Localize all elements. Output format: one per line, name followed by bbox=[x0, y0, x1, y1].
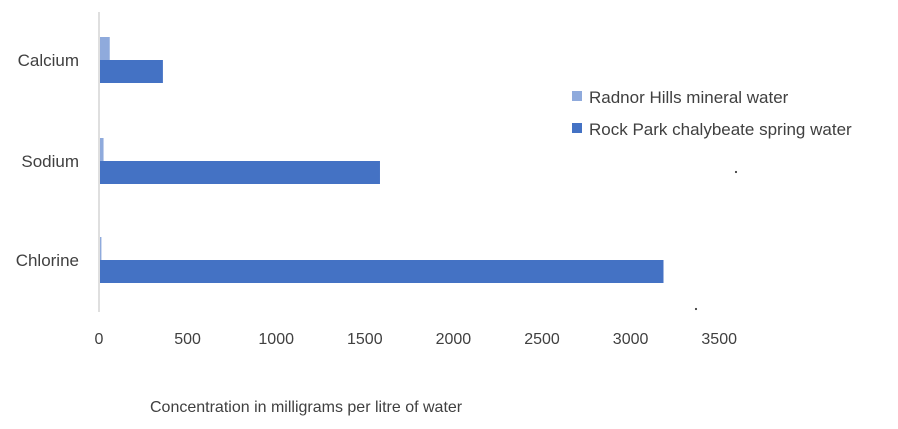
bar-sodium-radnor bbox=[100, 138, 104, 161]
stray-dot bbox=[734, 170, 738, 174]
legend-swatch-radnor bbox=[572, 91, 582, 101]
x-tick-label-1000: 1000 bbox=[258, 331, 294, 348]
bar-calcium-rock-park bbox=[100, 60, 163, 83]
x-tick-label-2500: 2500 bbox=[524, 331, 560, 348]
category-label-chlorine: Chlorine bbox=[16, 251, 79, 270]
category-label-sodium: Sodium bbox=[21, 152, 79, 171]
x-tick-label-0: 0 bbox=[95, 331, 104, 348]
legend-label-radnor: Radnor Hills mineral water bbox=[589, 88, 789, 107]
bars-group bbox=[100, 37, 664, 283]
legend: Radnor Hills mineral water Rock Park cha… bbox=[572, 88, 852, 139]
bar-calcium-radnor bbox=[100, 37, 110, 60]
x-tick-label-3500: 3500 bbox=[701, 331, 737, 348]
x-tick-label-1500: 1500 bbox=[347, 331, 383, 348]
legend-swatch-rock-park bbox=[572, 123, 582, 133]
legend-label-rock-park: Rock Park chalybeate spring water bbox=[589, 120, 852, 139]
x-tick-label-2000: 2000 bbox=[436, 331, 472, 348]
stray-dot bbox=[694, 307, 698, 311]
x-tick-label-3000: 3000 bbox=[613, 331, 649, 348]
bar-sodium-rock-park bbox=[100, 161, 380, 184]
bar-chlorine-radnor bbox=[100, 237, 102, 260]
category-label-calcium: Calcium bbox=[18, 51, 79, 70]
x-tick-label-500: 500 bbox=[174, 331, 201, 348]
x-axis-title: Concentration in milligrams per litre of… bbox=[150, 399, 463, 416]
bar-chlorine-rock-park bbox=[100, 260, 664, 283]
category-labels: Calcium Sodium Chlorine bbox=[16, 51, 79, 270]
x-tick-labels: 0 500 1000 1500 2000 2500 3000 3500 bbox=[95, 331, 738, 348]
